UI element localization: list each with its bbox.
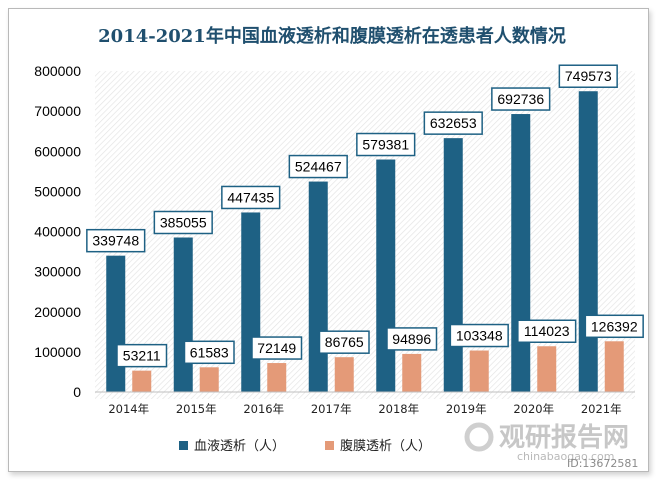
data-label-box-hemodialysis <box>288 154 348 179</box>
legend-label-hemodialysis: 血液透析（人） <box>194 439 285 454</box>
data-label-box-peritoneal <box>386 327 438 351</box>
x-axis: 2014年 2015年 2016年 2017年 2018年 2019年 2020年 2021年 <box>95 391 635 416</box>
legend-swatch-peritoneal <box>325 441 334 450</box>
data-label-box-peritoneal <box>318 330 370 354</box>
watermark-id: ID:13672581 <box>567 457 638 470</box>
y-tick-label: 600000 <box>34 143 81 159</box>
data-label-hemodialysis: 447435 <box>227 189 274 205</box>
bar-peritoneal <box>267 363 287 392</box>
data-label-box-hemodialysis <box>221 185 281 210</box>
bar-peritoneal <box>402 353 422 392</box>
x-tick-label: 2017年 <box>311 402 352 416</box>
data-label-box-hemodialysis <box>491 87 551 111</box>
data-labels-group: 339748 53211 385055 61583 447435 72149 524467 8… <box>86 64 644 368</box>
data-label-hemodialysis: 692736 <box>497 91 544 107</box>
bar-hemodialysis <box>511 114 531 393</box>
bar-peritoneal <box>537 346 557 392</box>
bar-peritoneal <box>604 341 624 392</box>
watermark-brand: 观研报告网 <box>499 422 629 453</box>
watermark-site: chinabaogao.com <box>517 450 615 463</box>
data-label-box-peritoneal <box>183 340 235 365</box>
data-label-hemodialysis: 339748 <box>92 233 139 249</box>
y-tick-label: 700000 <box>34 103 81 119</box>
y-tick-label: 300000 <box>34 264 81 280</box>
data-label-peritoneal: 86765 <box>325 334 364 350</box>
legend-label-peritoneal: 腹膜透析（人） <box>340 438 431 454</box>
data-label-peritoneal: 126392 <box>591 318 638 334</box>
bar-hemodialysis <box>443 138 463 392</box>
data-label-box-hemodialysis <box>86 228 146 253</box>
data-label-peritoneal: 94896 <box>392 331 431 347</box>
data-label-hemodialysis: 524467 <box>295 159 342 175</box>
x-tick-label: 2018年 <box>378 402 419 416</box>
bar-hemodialysis <box>106 255 126 392</box>
x-tick-label: 2021年 <box>581 402 622 416</box>
data-label-peritoneal: 72149 <box>257 340 296 356</box>
data-label-box-peritoneal <box>251 336 303 360</box>
bar-hemodialysis <box>376 159 396 392</box>
data-label-peritoneal: 103348 <box>456 328 503 344</box>
y-tick-label: 100000 <box>34 344 81 360</box>
watermark: 观研报告网 chinabaogao.com ID:13672581 <box>464 422 638 470</box>
data-label-hemodialysis: 579381 <box>362 137 409 153</box>
bar-peritoneal <box>469 350 489 392</box>
data-label-hemodialysis: 749573 <box>565 68 612 84</box>
bar-hemodialysis <box>173 237 193 392</box>
data-label-box-peritoneal <box>517 319 577 343</box>
data-label-box-peritoneal <box>449 323 509 348</box>
bar-hemodialysis <box>241 212 261 392</box>
data-label-box-hemodialysis <box>423 111 483 135</box>
y-tick-label: 0 <box>73 384 81 400</box>
x-tick-label: 2014年 <box>108 402 149 416</box>
bar-peritoneal <box>199 367 219 392</box>
chart-frame: 2014-2021年中国血液透析和腹膜透析在透患者人数情况 0 100000 200… <box>8 8 649 472</box>
legend: 血液透析（人） 腹膜透析（人） <box>179 438 431 454</box>
bar-hemodialysis <box>308 181 328 392</box>
data-label-box-peritoneal <box>584 314 644 339</box>
x-tick-label: 2016年 <box>243 402 284 416</box>
bar-peritoneal <box>334 357 354 392</box>
y-tick-label: 800000 <box>34 63 81 79</box>
chart-title: 2014-2021年中国血液透析和腹膜透析在透患者人数情况 <box>98 25 566 47</box>
y-tick-label: 500000 <box>34 183 81 199</box>
bar-peritoneal <box>132 370 152 392</box>
data-label-box-peritoneal <box>116 343 168 368</box>
y-tick-label: 400000 <box>34 224 81 240</box>
legend-swatch-hemodialysis <box>179 441 188 450</box>
watermark-logo-icon <box>464 422 494 452</box>
data-label-box-hemodialysis <box>558 64 618 88</box>
x-tick-label: 2015年 <box>176 402 217 416</box>
chart-canvas: 2014-2021年中国血液透析和腹膜透析在透患者人数情况 0 100000 200… <box>34 25 644 470</box>
y-tick-label: 200000 <box>34 304 81 320</box>
bar-hemodialysis <box>578 91 598 393</box>
data-label-peritoneal: 114023 <box>524 323 570 339</box>
x-tick-label: 2020年 <box>513 402 554 416</box>
data-label-peritoneal: 53211 <box>123 348 161 364</box>
data-label-peritoneal: 61583 <box>190 344 229 360</box>
data-label-hemodialysis: 632653 <box>430 115 477 131</box>
data-label-box-hemodialysis <box>356 132 416 157</box>
x-tick-label: 2019年 <box>446 402 487 416</box>
y-axis: 0 100000 200000 300000 400000 500000 600000 700… <box>34 63 81 400</box>
data-label-box-hemodialysis <box>153 210 213 235</box>
data-label-hemodialysis: 385055 <box>160 214 207 230</box>
